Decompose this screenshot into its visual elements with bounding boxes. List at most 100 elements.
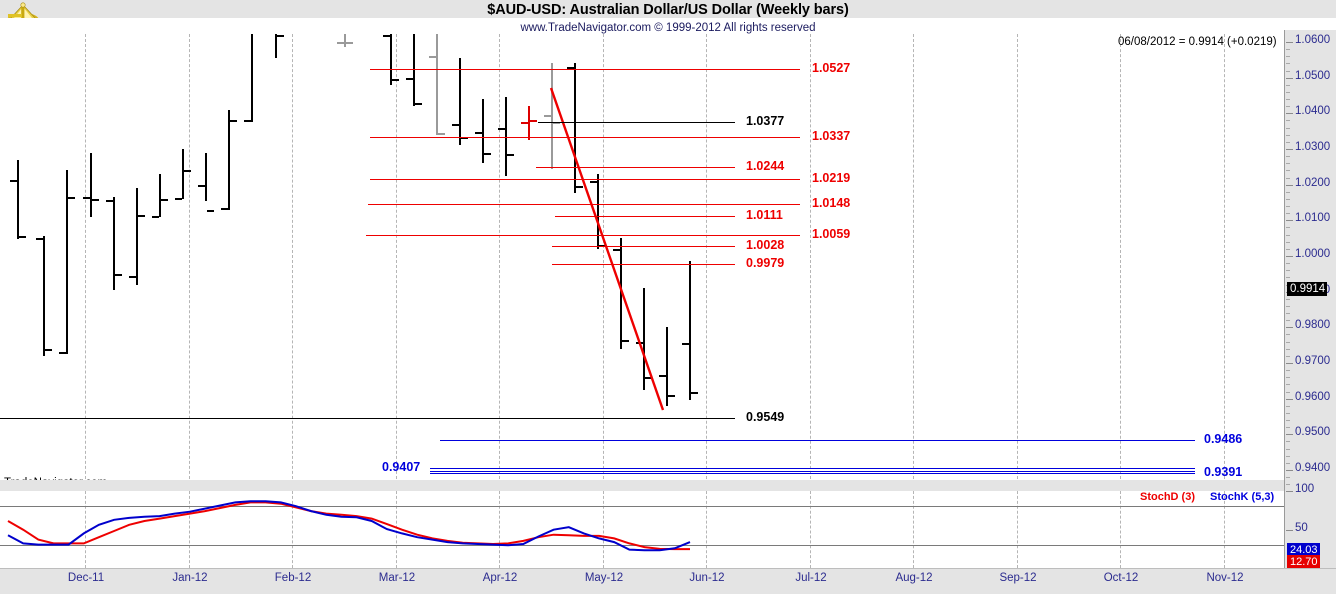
ohlc-range-line bbox=[482, 99, 484, 164]
ohlc-close-tick bbox=[576, 186, 583, 189]
gridline-feb-12 bbox=[292, 34, 294, 489]
right-axis-column[interactable]: 1.0600 1.0500 1.0400 1.0300 1.0200 1.0100 1.00… bbox=[1284, 30, 1336, 594]
level-line-0.9407-b[interactable] bbox=[430, 471, 1195, 472]
level-line-1.0337[interactable] bbox=[370, 137, 800, 138]
ohlc-close-tick bbox=[415, 102, 422, 105]
gridline-mar-12 bbox=[396, 491, 398, 568]
gridline-sep-12 bbox=[1017, 491, 1019, 568]
price-minor-tick bbox=[1286, 455, 1290, 457]
ohlc-open-tick bbox=[452, 124, 459, 127]
price-minor-tick bbox=[1286, 377, 1290, 379]
stoch-d-badge: 12.70 bbox=[1287, 555, 1320, 569]
gridline-sep-12 bbox=[1017, 34, 1019, 489]
level-label-0.9407: 0.9407 bbox=[382, 460, 421, 474]
stoch-d-legend: StochD (3) bbox=[1140, 491, 1195, 503]
ohlc-range-line bbox=[344, 34, 346, 48]
price-minor-tick bbox=[1286, 477, 1290, 479]
stochastic-pane[interactable] bbox=[0, 491, 1284, 568]
gridline-nov-12 bbox=[1224, 34, 1226, 489]
ohlc-close-tick bbox=[161, 198, 168, 201]
price-minor-tick bbox=[1286, 206, 1290, 208]
price-tick-1.0600: 1.0600 bbox=[1295, 34, 1331, 46]
price-minor-tick bbox=[1286, 270, 1290, 272]
price-minor-tick bbox=[1286, 441, 1290, 443]
time-tick-jun-12: Jun-12 bbox=[689, 572, 725, 584]
ohlc-open-tick bbox=[475, 131, 482, 134]
price-minor-tick bbox=[1286, 420, 1290, 422]
ohlc-close-tick bbox=[207, 209, 214, 212]
level-line-1.0148[interactable] bbox=[368, 204, 800, 205]
level-line-0.9407[interactable] bbox=[430, 468, 1195, 469]
level-line-0.9979[interactable] bbox=[552, 264, 735, 265]
ohlc-close-tick bbox=[346, 42, 353, 44]
gridline-jun-12 bbox=[706, 491, 708, 568]
price-minor-tick bbox=[1286, 227, 1290, 229]
price-tick-mark bbox=[1286, 327, 1293, 329]
ohlc-open-tick bbox=[613, 248, 620, 251]
ohlc-close-tick bbox=[230, 120, 237, 123]
price-minor-tick bbox=[1286, 99, 1290, 101]
ohlc-close-tick bbox=[138, 214, 145, 217]
price-minor-tick bbox=[1286, 248, 1290, 250]
ohlc-range-line bbox=[459, 58, 461, 146]
time-tick-sep-12: Sep-12 bbox=[999, 572, 1037, 584]
level-line-1.0028[interactable] bbox=[552, 246, 735, 247]
level-line-0.9391[interactable] bbox=[430, 473, 1195, 474]
stoch-level-80-line bbox=[0, 506, 1284, 507]
level-label-1.0244: 1.0244 bbox=[746, 159, 785, 173]
price-minor-tick bbox=[1286, 156, 1290, 158]
pane-separator bbox=[0, 480, 1284, 491]
price-minor-tick bbox=[1286, 427, 1290, 429]
time-tick-feb-12: Feb-12 bbox=[274, 572, 312, 584]
ohlc-range-line bbox=[66, 170, 68, 355]
ohlc-range-line bbox=[574, 63, 576, 193]
price-tick-mark bbox=[1286, 184, 1293, 186]
ohlc-open-tick bbox=[521, 122, 528, 125]
price-minor-tick bbox=[1286, 163, 1290, 165]
level-line-1.0059[interactable] bbox=[366, 235, 800, 236]
ohlc-open-tick bbox=[544, 115, 551, 118]
level-line-1.0219[interactable] bbox=[370, 179, 800, 180]
ohlc-close-tick bbox=[92, 198, 99, 201]
ohlc-open-tick bbox=[406, 77, 413, 80]
price-chart-pane[interactable] bbox=[0, 34, 1284, 489]
level-line-0.9549[interactable] bbox=[0, 418, 735, 419]
price-tick-mark bbox=[1286, 149, 1293, 150]
price-tick-mark bbox=[1286, 434, 1293, 436]
ohlc-range-line bbox=[643, 288, 645, 390]
price-minor-tick bbox=[1286, 484, 1290, 486]
ohlc-open-tick bbox=[36, 238, 43, 241]
ohlc-range-line bbox=[17, 159, 19, 239]
level-label-1.0219: 1.0219 bbox=[812, 171, 851, 185]
gridline-dec-11 bbox=[85, 34, 87, 489]
level-label-1.0377: 1.0377 bbox=[746, 114, 785, 128]
level-line-1.0244[interactable] bbox=[536, 167, 735, 168]
level-line-1.0377[interactable] bbox=[538, 122, 735, 123]
ohlc-close-tick bbox=[68, 197, 75, 200]
ohlc-range-line bbox=[43, 236, 45, 356]
ohlc-range-line bbox=[551, 63, 553, 169]
price-tick-1.0000: 1.0000 bbox=[1295, 248, 1331, 260]
price-minor-tick bbox=[1286, 70, 1290, 72]
price-minor-tick bbox=[1286, 384, 1290, 386]
price-minor-tick bbox=[1286, 241, 1290, 243]
ohlc-open-tick bbox=[337, 42, 344, 44]
time-tick-nov-12: Nov-12 bbox=[1206, 572, 1244, 584]
price-minor-tick bbox=[1286, 348, 1290, 350]
ohlc-close-tick bbox=[668, 395, 675, 398]
page-title: $AUD-USD: Australian Dollar/US Dollar (W… bbox=[487, 2, 849, 18]
level-line-1.0527[interactable] bbox=[370, 69, 800, 70]
level-line-1.0111[interactable] bbox=[555, 216, 735, 217]
copyright-subtitle: www.TradeNavigator.com © 1999-2012 All r… bbox=[520, 22, 816, 34]
price-minor-tick bbox=[1286, 91, 1290, 93]
price-minor-tick bbox=[1286, 134, 1290, 136]
price-minor-tick bbox=[1286, 198, 1290, 200]
ohlc-range-line bbox=[159, 173, 161, 217]
last-quote-readout: 06/08/2012 = 0.9914 (+0.0219) bbox=[1118, 36, 1277, 48]
ohlc-range-line bbox=[413, 34, 415, 107]
ohlc-range-line bbox=[620, 238, 622, 349]
price-tick-0.9600: 0.9600 bbox=[1295, 390, 1331, 403]
level-line-0.9486[interactable] bbox=[440, 440, 1195, 441]
ohlc-open-tick bbox=[175, 197, 182, 200]
stoch-tick-mark bbox=[1286, 530, 1293, 531]
